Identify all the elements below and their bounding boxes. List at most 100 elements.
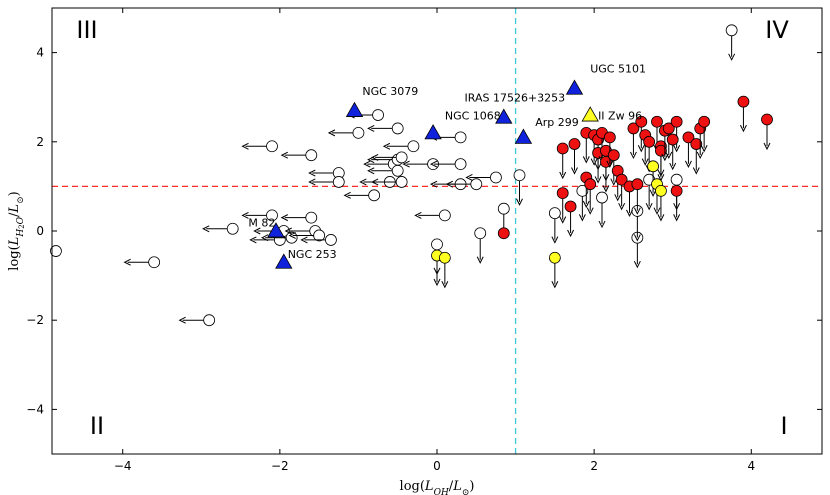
upper-limit-arrow-head [308,178,316,186]
quadrant-label: III [76,16,97,44]
detection-point [761,113,773,126]
upper-limit-arrow-head [288,232,296,239]
detection-point [603,131,616,144]
upper-limit-point [474,227,487,240]
y-tick-label: −4 [26,402,44,416]
quadrant-label: I [780,412,787,440]
detection-point [635,115,648,128]
upper-limit-arrow-head [665,151,673,160]
y-tick-label: 0 [36,224,44,238]
upper-limit-point [148,256,161,269]
upper-limit-arrow-head [641,158,649,166]
detection-point [682,131,695,144]
upper-limit-arrow-head [241,142,249,150]
detection-point [584,178,597,191]
blue-triangle-marker [267,222,285,238]
upper-limit-arrow-head [629,151,637,160]
upper-limit-point [395,176,408,188]
upper-limit-arrow-head [308,169,316,177]
upper-limit-point [226,222,239,235]
upper-limit-point [285,231,298,244]
upper-limit-point [305,211,318,224]
upper-limit-arrow-head [645,202,653,211]
upper-limit-arrow-head [382,142,391,150]
upper-limit-arrow-head [300,236,308,244]
x-axis-title: log(LOH/L⊙) [400,479,475,495]
upper-limit-arrow-head [429,160,438,168]
upper-limit-arrow-head [610,178,618,186]
upper-limit-point [548,207,561,220]
quadrant-label: IV [765,16,789,44]
upper-limit-arrow-head [280,151,289,159]
upper-limit-point [395,151,408,164]
upper-limit-point [368,189,381,202]
detection-point [556,142,569,155]
upper-limit-point [454,131,467,144]
upper-limit-point [497,202,510,215]
upper-limit-arrow-head [633,260,641,269]
upper-limit-arrow-head [567,229,575,238]
source-label: M 82 [248,217,275,230]
detection-point [698,115,711,128]
upper-limit-point [407,140,420,153]
upper-limit-arrow-head [657,214,665,222]
yellow-point [647,160,659,173]
upper-limit-arrow-head [551,281,559,289]
upper-limit-arrow-head [602,185,610,193]
x-tick-label: −2 [271,459,289,473]
upper-limit-arrow-head [598,220,606,229]
upper-limit-arrow-head [692,167,700,175]
source-label: UGC 5101 [590,63,646,76]
upper-limit-arrow-head [594,176,602,184]
upper-limit-arrow-head [261,234,269,242]
detection-point [607,149,620,162]
data-points [50,24,773,327]
upper-limit-arrow-head [445,180,454,188]
upper-limit-arrow-head [637,145,645,153]
upper-limit-arrow-head [590,158,598,166]
upper-limit-point [203,314,216,327]
upper-limit-arrow-head [516,198,523,206]
upper-limit-arrow-head [696,151,704,160]
upper-limit-point [332,176,345,188]
upper-limit-point [50,245,62,257]
upper-limit-arrow-head [280,214,289,222]
upper-limit-arrow-head [551,236,559,244]
upper-limit-arrow-head [241,211,249,219]
upper-limit-arrow-head [327,129,336,137]
upper-limit-point [313,229,326,242]
upper-limit-point [490,171,502,184]
upper-limit-arrow-head [739,124,747,133]
blue-triangle-marker [514,128,533,144]
upper-limit-arrow-head [633,207,641,215]
upper-limit-arrow-head [359,178,367,186]
upper-limit-arrow-head [476,256,484,264]
detection-point [737,95,750,108]
upper-limit-arrow-head [559,171,567,180]
upper-limit-arrow-head [465,174,473,181]
upper-limit-arrow-head [559,216,567,224]
upper-limit-arrow-head [661,153,669,162]
upper-limit-arrow-head [414,211,422,219]
reference-lines [52,8,822,454]
upper-limit-arrow-head [367,167,375,175]
upper-limit-arrow-head [441,281,449,289]
upper-limit-arrow-head [371,153,379,161]
detection-point [615,173,628,186]
blue-triangle-marker [424,124,442,140]
upper-limit-arrow-head [633,234,641,242]
yellow-triangle-marker [581,106,599,122]
upper-limit-arrow-head [178,316,186,324]
blue-triangle-marker [565,79,584,95]
upper-limit-point [266,140,278,153]
upper-limit-arrow-head [728,53,736,61]
upper-limit-arrow-head [571,167,578,175]
y-axis-title: log(LH2O/L⊙) [7,191,26,270]
blue-triangle-marker [275,253,293,269]
upper-limit-arrow-head [578,214,586,222]
detection-point [643,135,656,148]
blue-triangle-marker [495,108,513,124]
detection-point [556,187,569,199]
detection-point [564,200,577,213]
